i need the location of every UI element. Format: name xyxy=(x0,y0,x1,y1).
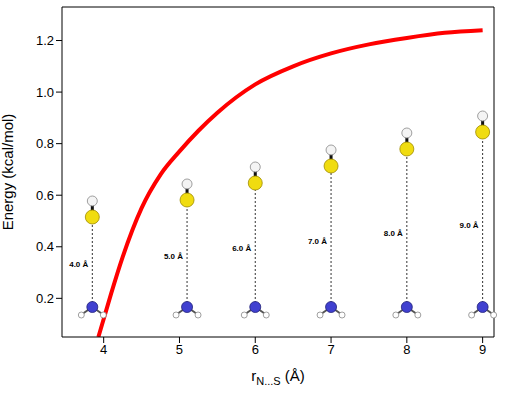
svg-text:Energy (kcal/mol): Energy (kcal/mol) xyxy=(0,114,16,231)
svg-text:5.0 Å: 5.0 Å xyxy=(164,252,183,261)
svg-text:7.0 Å: 7.0 Å xyxy=(308,237,327,246)
svg-text:0.4: 0.4 xyxy=(36,239,54,254)
svg-text:5: 5 xyxy=(176,342,183,357)
svg-text:9: 9 xyxy=(479,342,486,357)
svg-text:4: 4 xyxy=(100,342,107,357)
svg-text:9.0 Å: 9.0 Å xyxy=(460,221,479,230)
svg-text:0.2: 0.2 xyxy=(36,291,54,306)
svg-text:8.0 Å: 8.0 Å xyxy=(384,229,403,238)
svg-text:1.0: 1.0 xyxy=(36,85,54,100)
svg-text:1.2: 1.2 xyxy=(36,33,54,48)
svg-text:6: 6 xyxy=(252,342,259,357)
svg-text:7: 7 xyxy=(327,342,334,357)
svg-text:8: 8 xyxy=(403,342,410,357)
svg-text:0.8: 0.8 xyxy=(36,136,54,151)
svg-text:4.0 Å: 4.0 Å xyxy=(69,260,88,269)
svg-text:0.6: 0.6 xyxy=(36,188,54,203)
svg-text:6.0 Å: 6.0 Å xyxy=(232,244,251,253)
svg-text:rN...S (Å): rN...S (Å) xyxy=(251,367,305,387)
